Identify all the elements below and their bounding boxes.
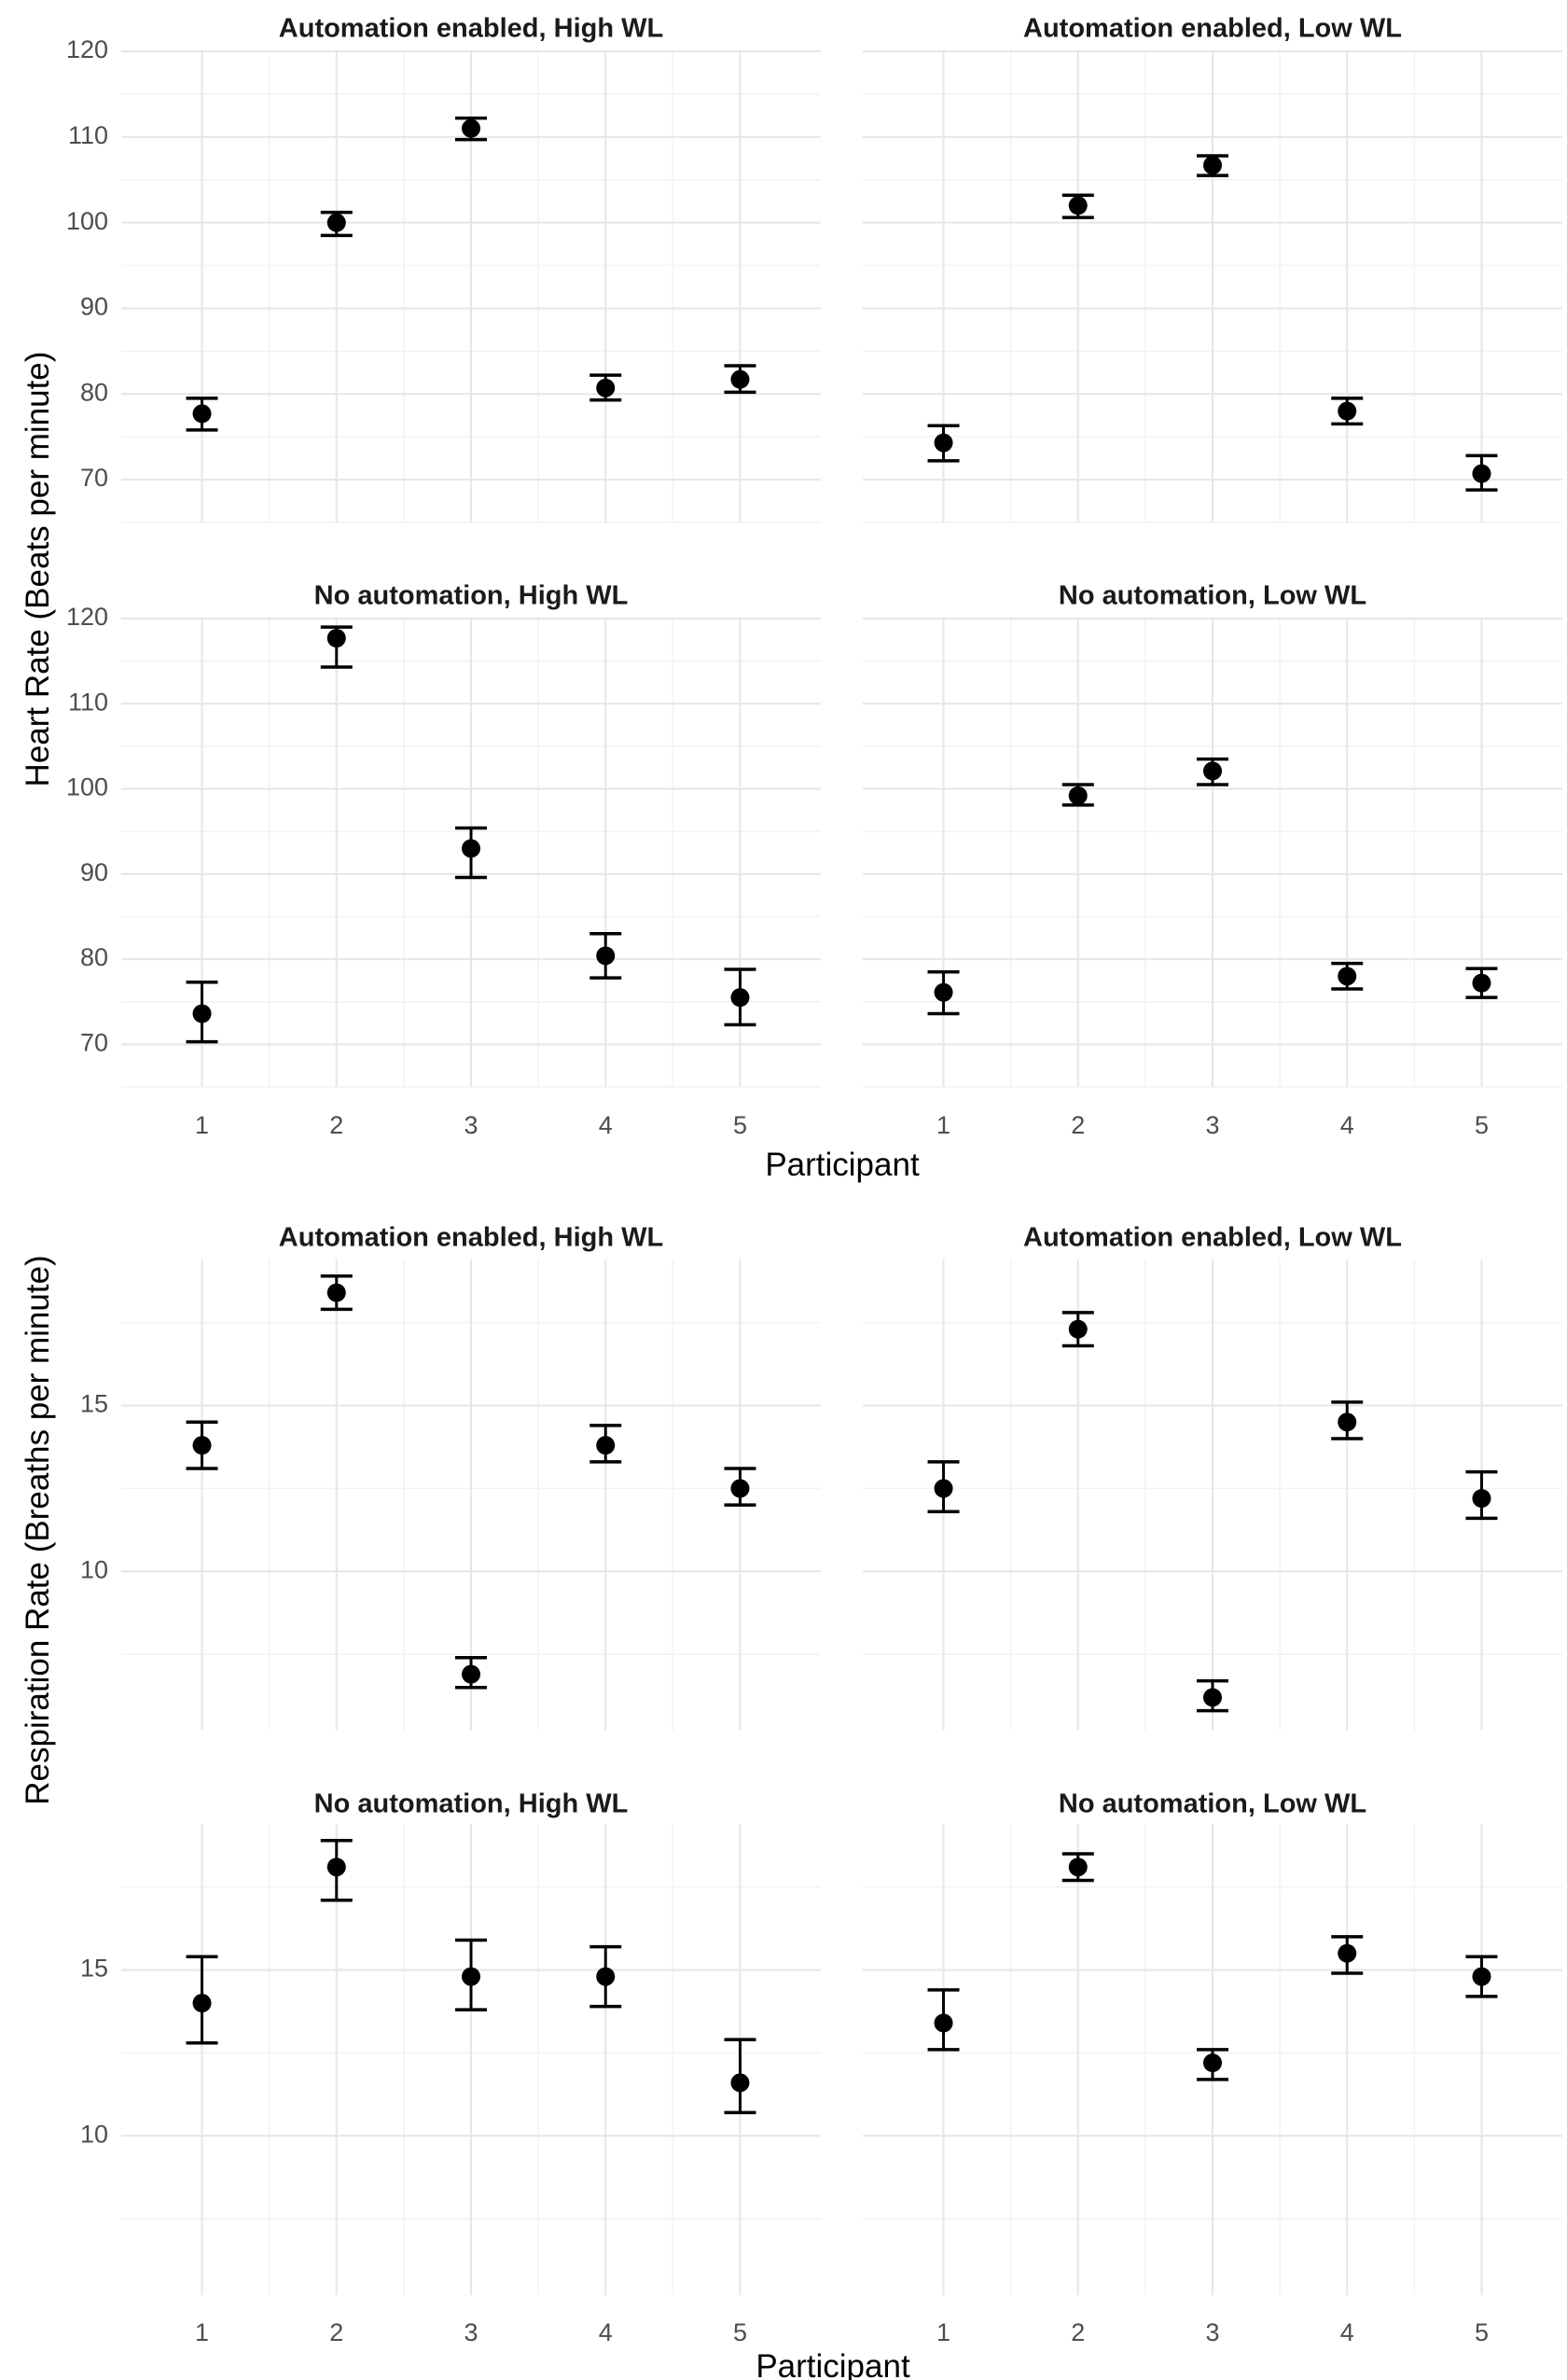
- facet-panel: No automation, High WL 70 80 90 100 110 120 1 2 3…: [66, 581, 821, 1139]
- x-tick-label: 1: [936, 2318, 950, 2346]
- y-tick-label: 100: [66, 773, 108, 801]
- data-point: [1203, 761, 1222, 781]
- x-tick-label: 5: [733, 2318, 747, 2346]
- data-point: [1338, 967, 1357, 986]
- data-point: [326, 1283, 346, 1302]
- data-point: [1203, 2053, 1222, 2073]
- facet-title: Automation enabled, High WL: [279, 14, 663, 44]
- data-point: [326, 1858, 346, 1877]
- data-point: [1203, 1688, 1222, 1707]
- facet-panel: No automation, Low WL 1 2 3 4 5: [863, 581, 1562, 1139]
- facet-panel: Automation enabled, Low WL: [863, 14, 1562, 523]
- data-point: [462, 118, 480, 138]
- data-point: [1068, 196, 1088, 216]
- data-point: [1472, 1967, 1491, 1986]
- data-point: [596, 1436, 616, 1455]
- data-point: [1338, 401, 1357, 421]
- y-tick-label: 15: [80, 1390, 108, 1418]
- y-tick-label: 70: [80, 464, 108, 492]
- y-tick-label: 120: [66, 35, 108, 63]
- facet-panel: Automation enabled, High WL 10 15: [80, 1223, 821, 1731]
- data-point: [730, 1479, 750, 1498]
- data-point: [1338, 1413, 1357, 1432]
- data-point: [192, 1994, 212, 2013]
- data-point: [462, 1664, 480, 1684]
- facet-title: Automation enabled, High WL: [279, 1223, 663, 1253]
- data-point: [934, 982, 953, 1002]
- y-tick-label: 110: [68, 688, 108, 716]
- data-point: [1338, 1943, 1357, 1963]
- x-tick-label: 5: [1475, 2318, 1489, 2346]
- data-point: [596, 946, 616, 966]
- x-tick-label: 3: [464, 1111, 478, 1139]
- facet-title: Automation enabled, Low WL: [1023, 1223, 1402, 1253]
- y-tick-label: 15: [80, 1955, 108, 1983]
- x-tick-label: 3: [464, 2318, 478, 2346]
- data-point: [1472, 464, 1491, 483]
- x-tick-label: 4: [599, 1111, 613, 1139]
- y-tick-label: 120: [66, 603, 108, 631]
- y-tick-label: 90: [80, 293, 108, 321]
- data-point: [596, 1967, 616, 1986]
- respiration-rate-figure: Automation enabled, High WL1015Automatio…: [20, 1223, 1562, 2380]
- y-axis-title: Heart Rate (Beats per minute): [20, 352, 56, 787]
- x-tick-label: 1: [195, 1111, 209, 1139]
- y-tick-label: 10: [80, 2120, 108, 2148]
- x-axis-title: Participant: [765, 1147, 920, 1183]
- facet-title: Automation enabled, Low WL: [1023, 14, 1402, 44]
- x-axis-title: Participant: [756, 2348, 910, 2380]
- x-tick-label: 2: [329, 2318, 343, 2346]
- data-point: [934, 2013, 953, 2033]
- data-point: [192, 1004, 212, 1023]
- data-point: [1472, 1489, 1491, 1509]
- data-point: [934, 433, 953, 452]
- data-point: [596, 378, 616, 397]
- data-point: [730, 369, 750, 389]
- x-tick-label: 2: [1071, 2318, 1085, 2346]
- facet-panel: Automation enabled, Low WL: [863, 1223, 1562, 1731]
- data-point: [934, 1479, 953, 1498]
- data-point: [326, 628, 346, 647]
- y-tick-label: 80: [80, 378, 108, 406]
- x-tick-label: 4: [599, 2318, 613, 2346]
- data-point: [462, 1967, 480, 1986]
- y-tick-label: 100: [66, 207, 108, 235]
- facet-panel: Automation enabled, High WL 70 80 90 100 110 1…: [66, 14, 821, 523]
- facet-title: No automation, High WL: [314, 581, 629, 611]
- x-tick-label: 1: [936, 1111, 950, 1139]
- data-point: [326, 213, 346, 232]
- data-point: [1068, 786, 1088, 805]
- y-tick-label: 70: [80, 1028, 108, 1056]
- x-tick-label: 5: [733, 1111, 747, 1139]
- data-point: [1068, 1858, 1088, 1877]
- data-point: [730, 2073, 750, 2093]
- x-tick-label: 3: [1205, 2318, 1219, 2346]
- heart-rate-figure: Automation enabled, High WL 70 80 90 100 110 1…: [20, 14, 1562, 1183]
- y-tick-label: 90: [80, 858, 108, 886]
- data-point: [192, 1436, 212, 1455]
- facet-panel: No automation, Low WL 1 2 3 4 5: [863, 1789, 1562, 2346]
- data-point: [1203, 156, 1222, 175]
- x-tick-label: 4: [1340, 2318, 1354, 2346]
- x-tick-label: 1: [195, 2318, 209, 2346]
- x-tick-label: 5: [1475, 1111, 1489, 1139]
- x-tick-label: 2: [1071, 1111, 1085, 1139]
- data-point: [192, 404, 212, 424]
- data-point: [462, 839, 480, 858]
- y-tick-label: 80: [80, 943, 108, 971]
- y-tick-label: 110: [68, 121, 108, 149]
- y-tick-label: 10: [80, 1555, 108, 1583]
- facet-panel: No automation, High WL 10 15 1 2 3 4 5: [80, 1789, 821, 2346]
- data-point: [730, 988, 750, 1008]
- facet-title: No automation, Low WL: [1059, 1789, 1366, 1819]
- data-point: [1472, 973, 1491, 993]
- data-point: [1068, 1319, 1088, 1339]
- facet-title: No automation, Low WL: [1059, 581, 1366, 611]
- x-tick-label: 3: [1205, 1111, 1219, 1139]
- y-axis-title: Respiration Rate (Breaths per minute): [20, 1255, 56, 1804]
- x-tick-label: 4: [1340, 1111, 1354, 1139]
- facet-title: No automation, High WL: [314, 1789, 629, 1819]
- x-tick-label: 2: [329, 1111, 343, 1139]
